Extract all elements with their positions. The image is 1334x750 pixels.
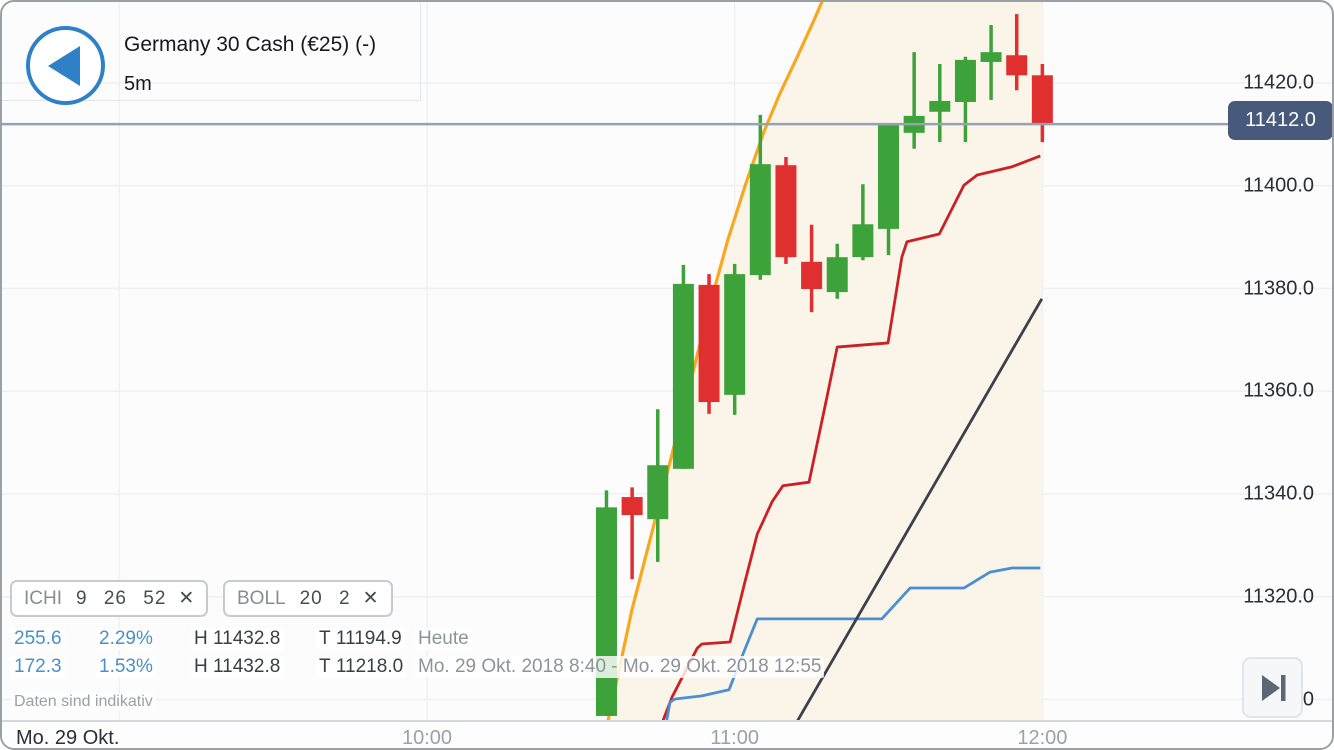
instrument-title: Germany 30 Cash (€25) (-) (124, 33, 377, 56)
candle-body (672, 283, 694, 469)
range-change-points: 172.3 (11, 656, 65, 678)
tenkan-orange-line (606, 2, 824, 720)
candle-body (724, 274, 746, 395)
indicator-name: BOLL (237, 587, 286, 609)
range-period-label: Mo. 29 Okt. 2018 8:40 - Mo. 29 Okt. 2018… (415, 656, 825, 678)
session-high: H 11432.8 (191, 628, 284, 650)
close-icon[interactable]: ✕ (362, 588, 379, 609)
time-tick-label: 10:00 (401, 727, 453, 749)
time-tick-label: 11:00 (710, 727, 759, 749)
price-tick-label: 11340.0 (1243, 482, 1314, 505)
chart-timeframe-label[interactable]: 5m (124, 73, 152, 95)
candle-body (1031, 75, 1053, 125)
candle-body (852, 224, 874, 258)
candle-body (698, 284, 720, 403)
candle-body (621, 497, 643, 516)
session-change-points: 255.6 (11, 628, 65, 650)
indicator-chip-bollinger[interactable]: BOLL 20 2 ✕ (223, 580, 393, 617)
close-icon[interactable]: ✕ (178, 588, 195, 609)
instrument-header-panel (2, 2, 421, 101)
ichimoku-cloud (604, 2, 1042, 720)
chart-canvas[interactable] (2, 2, 1332, 720)
time-tick-label: 12:00 (1017, 727, 1068, 749)
candle-body (647, 465, 669, 520)
session-change-percent: 2.29% (96, 628, 156, 650)
back-arrow-icon (47, 45, 80, 86)
time-axis: Mo. 29 Okt. 10:00 11:00 12:00 (2, 720, 1332, 749)
skip-to-latest-button[interactable] (1242, 657, 1303, 718)
price-tick-label: 11420.0 (1243, 71, 1314, 94)
price-tick-label: 11400.0 (1243, 174, 1314, 197)
candle-body (929, 100, 951, 112)
session-low: T 11194.9 (316, 628, 405, 650)
session-period-label: Heute (415, 628, 472, 650)
price-tick-label: 11320.0 (1243, 585, 1314, 608)
span-blue-line (665, 566, 1041, 720)
current-price-badge: 11412.0 (1228, 101, 1332, 140)
range-high: H 11432.8 (191, 656, 284, 678)
span-black-line (796, 298, 1044, 720)
candle-body (775, 165, 797, 258)
candle-body (595, 507, 617, 716)
candle-body (878, 125, 900, 229)
skip-to-end-icon (1261, 674, 1285, 701)
range-change-percent: 1.53% (96, 656, 156, 678)
price-tick-label: 11380.0 (1243, 277, 1314, 299)
indicator-params: 9 26 52 (76, 587, 167, 609)
candlestick-chart (2, 2, 1332, 720)
candle-body (801, 261, 823, 290)
date-axis-label: Mo. 29 Okt. (16, 727, 120, 749)
indicator-chip-ichimoku[interactable]: ICHI 9 26 52 ✕ (10, 580, 209, 617)
kijun-red-line (661, 154, 1041, 720)
candle-body (826, 257, 848, 293)
back-button[interactable] (26, 26, 105, 105)
data-disclaimer: Daten sind indikativ (11, 693, 156, 711)
range-low: T 11218.0 (316, 656, 407, 678)
candle-body (954, 59, 976, 103)
price-tick-label: 11360.0 (1243, 379, 1314, 402)
candle-body (1006, 55, 1028, 76)
indicator-params: 20 2 (299, 587, 351, 609)
candle-body (749, 164, 771, 276)
candle-body (980, 52, 1002, 62)
indicator-name: ICHI (24, 587, 62, 609)
